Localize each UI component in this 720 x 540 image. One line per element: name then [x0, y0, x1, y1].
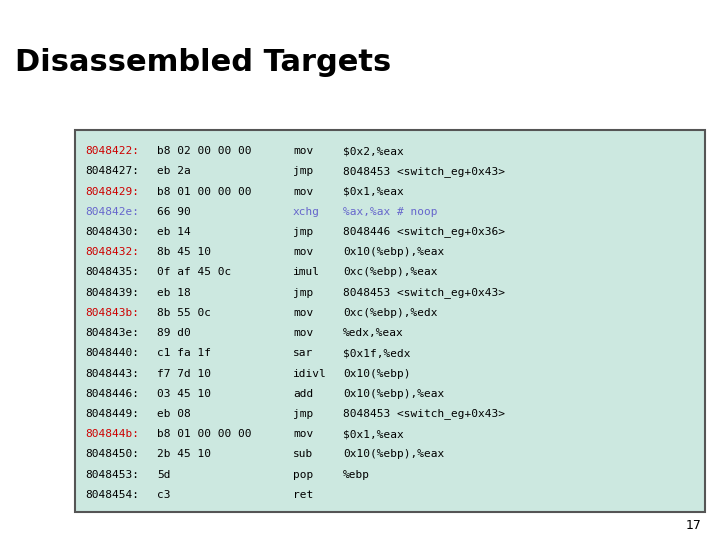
Text: eb 18: eb 18: [157, 288, 191, 298]
Text: jmp: jmp: [293, 288, 313, 298]
Text: 8048453 <switch_eg+0x43>: 8048453 <switch_eg+0x43>: [343, 409, 505, 420]
Text: ret: ret: [293, 490, 313, 500]
Text: eb 2a: eb 2a: [157, 166, 191, 177]
Text: jmp: jmp: [293, 409, 313, 419]
Text: 2b 45 10: 2b 45 10: [157, 449, 211, 460]
Text: 8048435:: 8048435:: [85, 267, 139, 278]
Text: c3: c3: [157, 490, 171, 500]
Text: 03 45 10: 03 45 10: [157, 389, 211, 399]
Text: %ax,%ax # noop: %ax,%ax # noop: [343, 207, 438, 217]
Text: sar: sar: [293, 348, 313, 359]
Text: 8b 45 10: 8b 45 10: [157, 247, 211, 257]
Text: 8048432:: 8048432:: [85, 247, 139, 257]
FancyBboxPatch shape: [75, 130, 705, 512]
Text: 8048446:: 8048446:: [85, 389, 139, 399]
Text: 0xc(%ebp),%edx: 0xc(%ebp),%edx: [343, 308, 438, 318]
Text: 17: 17: [686, 519, 702, 532]
Text: 0x10(%ebp): 0x10(%ebp): [343, 369, 410, 379]
Text: f7 7d 10: f7 7d 10: [157, 369, 211, 379]
Text: eb 08: eb 08: [157, 409, 191, 419]
Text: 8b 55 0c: 8b 55 0c: [157, 308, 211, 318]
Text: 8048453 <switch_eg+0x43>: 8048453 <switch_eg+0x43>: [343, 287, 505, 298]
Text: Carnegie Mellon: Carnegie Mellon: [621, 10, 711, 20]
Text: mov: mov: [293, 146, 313, 156]
Text: jmp: jmp: [293, 227, 313, 237]
Text: 8048422:: 8048422:: [85, 146, 139, 156]
Text: sub: sub: [293, 449, 313, 460]
Text: 8048443:: 8048443:: [85, 369, 139, 379]
Text: 804844b:: 804844b:: [85, 429, 139, 439]
Text: 66 90: 66 90: [157, 207, 191, 217]
Text: $0x2,%eax: $0x2,%eax: [343, 146, 404, 156]
Text: $0x1f,%edx: $0x1f,%edx: [343, 348, 410, 359]
Text: pop: pop: [293, 470, 313, 480]
Text: 8048453 <switch_eg+0x43>: 8048453 <switch_eg+0x43>: [343, 166, 505, 177]
Text: 8048427:: 8048427:: [85, 166, 139, 177]
Text: 0x10(%ebp),%eax: 0x10(%ebp),%eax: [343, 389, 444, 399]
Text: 8048430:: 8048430:: [85, 227, 139, 237]
Text: 804843e:: 804843e:: [85, 328, 139, 338]
Text: b8 02 00 00 00: b8 02 00 00 00: [157, 146, 251, 156]
Text: %ebp: %ebp: [343, 470, 370, 480]
Text: 5d: 5d: [157, 470, 171, 480]
Text: mov: mov: [293, 308, 313, 318]
Text: add: add: [293, 389, 313, 399]
Text: 0xc(%ebp),%eax: 0xc(%ebp),%eax: [343, 267, 438, 278]
Text: Disassembled Targets: Disassembled Targets: [15, 48, 391, 77]
Text: 0x10(%ebp),%eax: 0x10(%ebp),%eax: [343, 449, 444, 460]
Text: jmp: jmp: [293, 166, 313, 177]
Text: b8 01 00 00 00: b8 01 00 00 00: [157, 429, 251, 439]
Text: idivl: idivl: [293, 369, 327, 379]
Text: mov: mov: [293, 247, 313, 257]
Text: b8 01 00 00 00: b8 01 00 00 00: [157, 186, 251, 197]
Text: 0f af 45 0c: 0f af 45 0c: [157, 267, 231, 278]
Text: xchg: xchg: [293, 207, 320, 217]
Text: 0x10(%ebp),%eax: 0x10(%ebp),%eax: [343, 247, 444, 257]
Text: $0x1,%eax: $0x1,%eax: [343, 429, 404, 439]
Text: mov: mov: [293, 186, 313, 197]
Text: 804842e:: 804842e:: [85, 207, 139, 217]
Text: eb 14: eb 14: [157, 227, 191, 237]
Text: mov: mov: [293, 328, 313, 338]
Text: 8048453:: 8048453:: [85, 470, 139, 480]
Text: 804843b:: 804843b:: [85, 308, 139, 318]
Text: 8048449:: 8048449:: [85, 409, 139, 419]
Text: 8048450:: 8048450:: [85, 449, 139, 460]
Text: %edx,%eax: %edx,%eax: [343, 328, 404, 338]
Text: 8048439:: 8048439:: [85, 288, 139, 298]
Text: 89 d0: 89 d0: [157, 328, 191, 338]
Text: 8048446 <switch_eg+0x36>: 8048446 <switch_eg+0x36>: [343, 227, 505, 238]
Text: 8048429:: 8048429:: [85, 186, 139, 197]
Text: 8048454:: 8048454:: [85, 490, 139, 500]
Text: mov: mov: [293, 429, 313, 439]
Text: 8048440:: 8048440:: [85, 348, 139, 359]
Text: imul: imul: [293, 267, 320, 278]
Text: c1 fa 1f: c1 fa 1f: [157, 348, 211, 359]
Text: $0x1,%eax: $0x1,%eax: [343, 186, 404, 197]
